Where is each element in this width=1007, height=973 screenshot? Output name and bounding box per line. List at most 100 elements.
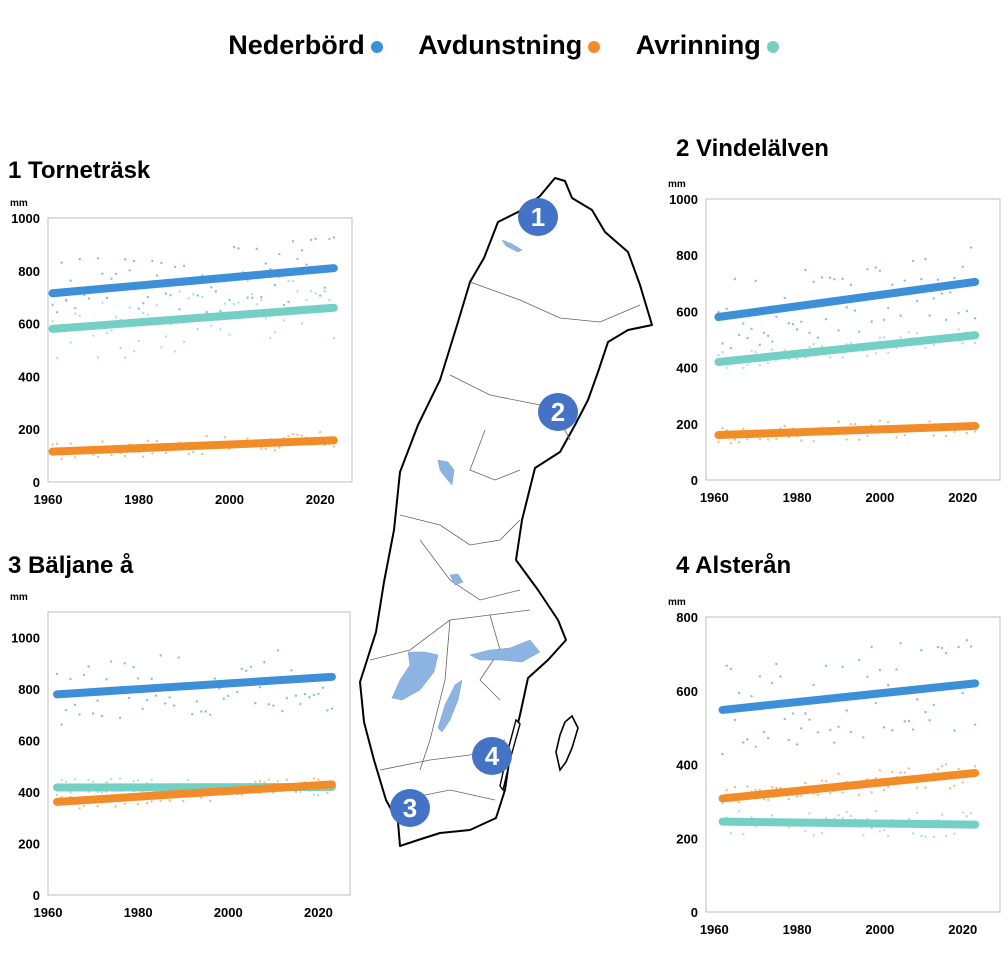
scatter-point [92, 453, 95, 457]
scatter-point [296, 257, 299, 261]
scatter-point [841, 816, 844, 820]
scatter-point [187, 297, 190, 300]
scatter-point [891, 729, 894, 732]
scatter-point [808, 718, 811, 721]
scatter-point [787, 322, 791, 325]
scatter-point [737, 801, 741, 804]
scatter-point [949, 787, 952, 790]
marker-circle [518, 198, 558, 236]
scatter-point [858, 793, 861, 796]
scatter-point [878, 769, 882, 772]
scatter-point [60, 458, 63, 461]
scatter-point [276, 649, 280, 652]
scatter-point [128, 306, 131, 309]
scatter-point [742, 366, 745, 370]
map-marker-1: 1 [518, 198, 558, 236]
scatter-point [965, 309, 969, 313]
scatter-point [123, 356, 127, 359]
scatter-point [312, 693, 316, 697]
scatter-point [182, 264, 186, 267]
scatter-point [804, 268, 807, 272]
scatter-point [123, 258, 127, 261]
lake-vattern [437, 679, 463, 733]
scatter-point [168, 799, 171, 802]
scatter-point [766, 362, 770, 365]
scatter-point [758, 438, 762, 441]
scatter-point [123, 802, 126, 805]
scatter-point [119, 346, 122, 350]
scatter-point [899, 642, 902, 645]
scatter-point [82, 673, 86, 677]
scatter-point [136, 677, 140, 680]
scatter-point [60, 779, 63, 782]
scatter-point [164, 335, 168, 338]
scatter-point [800, 794, 803, 798]
scatter-point [290, 669, 293, 672]
y-tick-label: 1000 [669, 192, 698, 207]
scatter-point [725, 366, 728, 369]
scatter-point [800, 727, 803, 730]
scatter-point [775, 786, 778, 790]
trend-line-nederbörd [48, 264, 338, 298]
x-tick-label: 2020 [306, 492, 335, 507]
scatter-point [196, 327, 199, 331]
scatter-point [973, 765, 977, 768]
scatter-point [118, 777, 122, 780]
lake-malaren [469, 639, 541, 663]
scatter-point [141, 707, 144, 711]
scatter-point [64, 299, 68, 303]
scatter-point [223, 302, 227, 305]
legend-item-avdunstning: Avdunstning [418, 30, 601, 60]
scatter-point [783, 349, 786, 352]
scatter-point [164, 451, 168, 455]
y-tick-label: 200 [676, 831, 698, 846]
scatter-point [209, 713, 212, 717]
scatter-point [74, 312, 77, 315]
scatter-point [816, 731, 820, 734]
scatter-point [255, 303, 258, 306]
scatter-point [294, 790, 298, 793]
legend-item-avrinning: Avrinning [636, 30, 779, 60]
scatter-point [725, 307, 728, 311]
marker-label: 4 [485, 741, 500, 771]
scatter-point [127, 696, 131, 700]
scatter-point [273, 331, 277, 334]
trend-line-avrinning [718, 817, 980, 829]
scatter-point [287, 435, 290, 438]
scatter-point [232, 302, 236, 306]
scatter-point [787, 738, 791, 742]
chart-title-3: 3 Bäljane å [8, 552, 134, 579]
scatter-point [746, 336, 749, 340]
scatter-point [721, 801, 724, 805]
scatter-point [321, 686, 325, 689]
scatter-point [146, 439, 150, 443]
scatter-point [228, 333, 231, 336]
scatter-point [260, 447, 263, 450]
scatter-point [240, 667, 244, 671]
scatter-point [932, 703, 935, 707]
scatter-point [200, 796, 203, 799]
legend-label: Avdunstning [418, 30, 583, 60]
scatter-point [886, 421, 890, 424]
scatter-point [829, 728, 832, 732]
scatter-point [118, 716, 122, 719]
scatter-point [110, 329, 113, 332]
scatter-point [291, 239, 295, 243]
y-tick-label: 400 [676, 758, 698, 773]
marker-circle [390, 789, 430, 827]
scatter-point [791, 712, 795, 715]
scatter-point [845, 709, 848, 712]
scatter-point [96, 356, 100, 359]
scatter-point [142, 311, 145, 315]
marker-label: 3 [403, 793, 417, 823]
scatter-point [936, 645, 940, 649]
scatter-point [891, 770, 894, 773]
scatter-point [278, 276, 281, 279]
x-tick-label: 2000 [215, 492, 244, 507]
scatter-point [878, 668, 882, 672]
scatter-point [924, 710, 927, 714]
scatter-point [783, 296, 786, 300]
scatter-point [866, 268, 869, 271]
scatter-point [219, 309, 222, 313]
